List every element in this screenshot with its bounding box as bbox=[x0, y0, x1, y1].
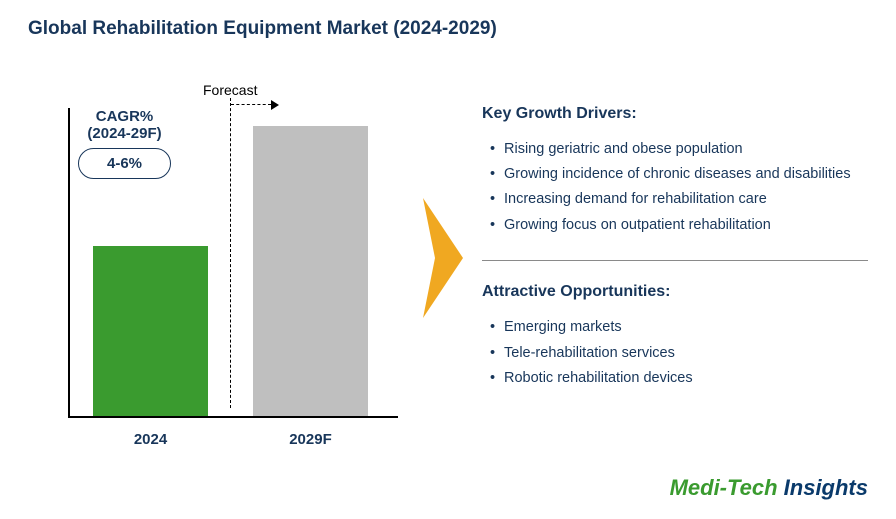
x-labels: 2024 2029F bbox=[68, 426, 398, 448]
chevron-right-icon bbox=[423, 198, 463, 318]
brand-logo: Medi-Tech Insights bbox=[670, 475, 868, 501]
brand-part-2: Insights bbox=[784, 475, 868, 500]
list-item: Increasing demand for rehabilitation car… bbox=[482, 187, 868, 212]
text-block: Key Growth Drivers: Rising geriatric and… bbox=[468, 103, 868, 414]
list-item: Robotic rehabilitation devices bbox=[482, 366, 868, 391]
bar-2024 bbox=[93, 246, 208, 416]
y-axis bbox=[68, 108, 70, 418]
content-row: CAGR% (2024-29F) 4-6% Forecast 2024 2029… bbox=[28, 58, 868, 458]
list-item: Tele-rehabilitation services bbox=[482, 341, 868, 366]
forecast-label: Forecast bbox=[203, 82, 257, 98]
brand-part-1: Medi-Tech bbox=[670, 475, 784, 500]
chart-block: CAGR% (2024-29F) 4-6% Forecast 2024 2029… bbox=[28, 68, 418, 448]
section-divider bbox=[482, 260, 868, 261]
drivers-title: Key Growth Drivers: bbox=[482, 105, 868, 123]
list-item: Growing focus on outpatient rehabilitati… bbox=[482, 213, 868, 238]
page-title: Global Rehabilitation Equipment Market (… bbox=[28, 18, 868, 40]
drivers-list: Rising geriatric and obese populationGro… bbox=[482, 137, 868, 239]
opps-title: Attractive Opportunities: bbox=[482, 283, 868, 301]
list-item: Emerging markets bbox=[482, 315, 868, 340]
list-item: Rising geriatric and obese population bbox=[482, 137, 868, 162]
x-label-2024: 2024 bbox=[93, 431, 208, 448]
opps-list: Emerging marketsTele-rehabilitation serv… bbox=[482, 315, 868, 391]
x-axis bbox=[68, 416, 398, 418]
arrow-block bbox=[418, 198, 468, 318]
bar-2029f bbox=[253, 126, 368, 416]
list-item: Growing incidence of chronic diseases an… bbox=[482, 162, 868, 187]
chart-area bbox=[68, 108, 398, 418]
x-label-2029f: 2029F bbox=[253, 431, 368, 448]
